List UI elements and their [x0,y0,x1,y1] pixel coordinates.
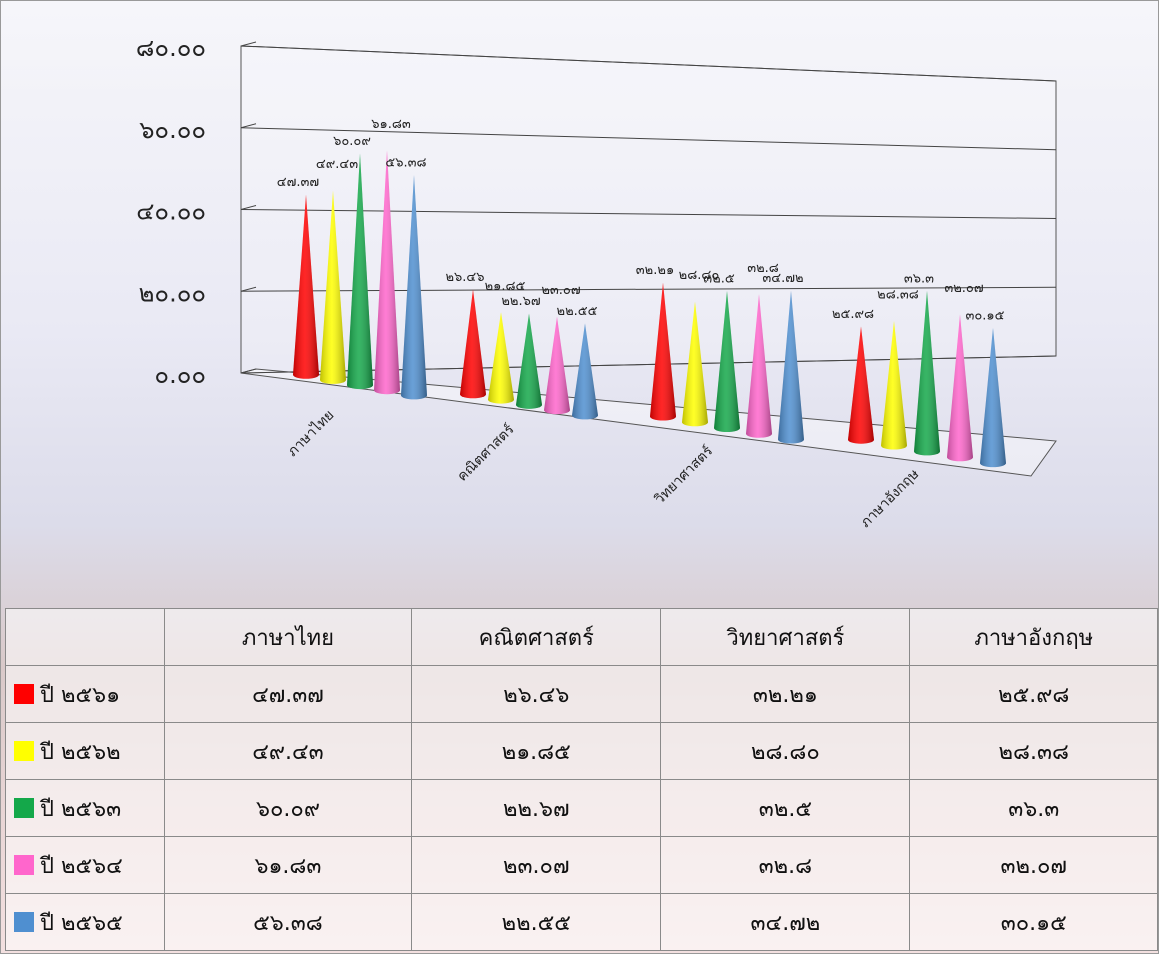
table-row: ปี ๒๕๖๕ ๕๖.๓๘๒๒.๕๕๓๔.๗๒๓๐.๑๕ [6,894,1158,951]
value-cell: ๕๖.๓๘ [164,894,412,951]
data-label: ๓๒.๐๗ [944,281,983,296]
legend-cell: ปี ๒๕๖๕ [6,894,165,951]
legend-label: ปี ๒๕๖๒ [40,740,121,765]
data-label: ๒๖.๔๖ [445,270,484,285]
table-row: ปี ๒๕๖๒ ๔๙.๔๓๒๑.๘๕๒๘.๘๐๒๘.๓๘ [6,723,1158,780]
value-cell: ๒๒.๖๗ [412,780,661,837]
value-cell: ๓๐.๑๕ [910,894,1158,951]
header-cell: วิทยาศาสตร์ [661,609,910,666]
value-cell: ๒๕.๙๘ [910,666,1158,723]
data-label: ๖๐.๐๙ [333,134,371,149]
data-label: ๒๘.๓๘ [877,288,919,303]
legend-cell: ปี ๒๕๖๔ [6,837,165,894]
legend-label: ปี ๒๕๖๕ [40,911,123,936]
x-tick-label: วิทยาศาสตร์ [651,442,717,508]
tick-edge [241,42,256,46]
data-table: ภาษาไทยคณิตศาสตร์วิทยาศาสตร์ภาษาอังกฤษปี… [5,608,1158,951]
legend-swatch [14,912,34,932]
data-label: ๒๕.๙๘ [832,307,874,322]
header-cell: คณิตศาสตร์ [412,609,661,666]
y-tick-label: ๒๐.๐๐ [139,279,206,307]
data-label: ๒๒.๖๗ [501,294,540,309]
data-label: ๒๓.๐๗ [541,283,580,298]
x-tick-label: คณิตศาสตร์ [454,420,518,484]
table-row: ปี ๒๕๖๔ ๖๑.๘๓๒๓.๐๗๓๒.๘๓๒.๐๗ [6,837,1158,894]
value-cell: ๒๓.๐๗ [412,837,661,894]
data-label: ๓๔.๗๒ [762,271,803,286]
data-label: ๖๑.๘๓ [371,117,411,132]
legend-label: ปี ๒๕๖๔ [40,854,123,879]
legend-label: ปี ๒๕๖๓ [40,797,121,822]
legend-cell: ปี ๒๕๖๓ [6,780,165,837]
value-cell: ๒๘.๘๐ [661,723,910,780]
data-label: ๒๑.๘๕ [485,279,526,294]
value-cell: ๔๗.๓๗ [164,666,412,723]
x-tick-label: ภาษาไทย [284,406,337,459]
data-label: ๓๖.๓ [904,271,934,286]
data-label: ๕๖.๓๘ [385,156,426,171]
value-cell: ๒๑.๘๕ [412,723,661,780]
y-tick-label: ๐.๐๐ [154,361,206,389]
value-cell: ๓๒.๒๑ [661,666,910,723]
legend-swatch [14,798,34,818]
corner-cell [6,609,165,666]
data-label: ๓๒.๒๑ [636,263,674,278]
table-row: ปี ๒๕๖๑ ๔๗.๓๗๒๖.๔๖๓๒.๒๑๒๕.๙๘ [6,666,1158,723]
value-cell: ๔๙.๔๓ [164,723,412,780]
value-cell: ๓๔.๗๒ [661,894,910,951]
y-tick-label: ๔๐.๐๐ [136,198,206,226]
legend-swatch [14,684,34,704]
value-cell: ๓๒.๘ [661,837,910,894]
value-cell: ๓๖.๓ [910,780,1158,837]
legend-cell: ปี ๒๕๖๑ [6,666,165,723]
value-cell: ๖๐.๐๙ [164,780,412,837]
header-cell: ภาษาไทย [164,609,412,666]
y-tick-label: ๖๐.๐๐ [139,116,206,144]
header-cell: ภาษาอังกฤษ [910,609,1158,666]
data-label: ๔๗.๓๗ [277,175,319,190]
value-cell: ๖๑.๘๓ [164,837,412,894]
x-tick-label: ภาษาอังกฤษ [858,466,923,531]
legend-cell: ปี ๒๕๖๒ [6,723,165,780]
value-cell: ๓๒.๐๗ [910,837,1158,894]
table-row: ปี ๒๕๖๓ ๖๐.๐๙๒๒.๖๗๓๒.๕๓๖.๓ [6,780,1158,837]
data-label: ๔๙.๔๓ [316,157,358,172]
data-label: ๓๒.๕ [703,271,735,286]
legend-swatch [14,741,34,761]
legend-label: ปี ๒๕๖๑ [40,683,120,708]
value-cell: ๓๒.๕ [661,780,910,837]
page: ๐.๐๐๒๐.๐๐๔๐.๐๐๖๐.๐๐๘๐.๐๐๔๗.๓๗๔๙.๔๓๖๐.๐๙๖… [0,0,1159,954]
data-label: ๒๒.๕๕ [557,304,598,319]
value-cell: ๒๒.๕๕ [412,894,661,951]
legend-swatch [14,855,34,875]
value-cell: ๒๖.๔๖ [412,666,661,723]
data-label: ๓๐.๑๕ [965,308,1004,323]
y-tick-label: ๘๐.๐๐ [136,34,206,62]
table-header: ภาษาไทยคณิตศาสตร์วิทยาศาสตร์ภาษาอังกฤษ [6,609,1158,666]
value-cell: ๒๘.๓๘ [910,723,1158,780]
